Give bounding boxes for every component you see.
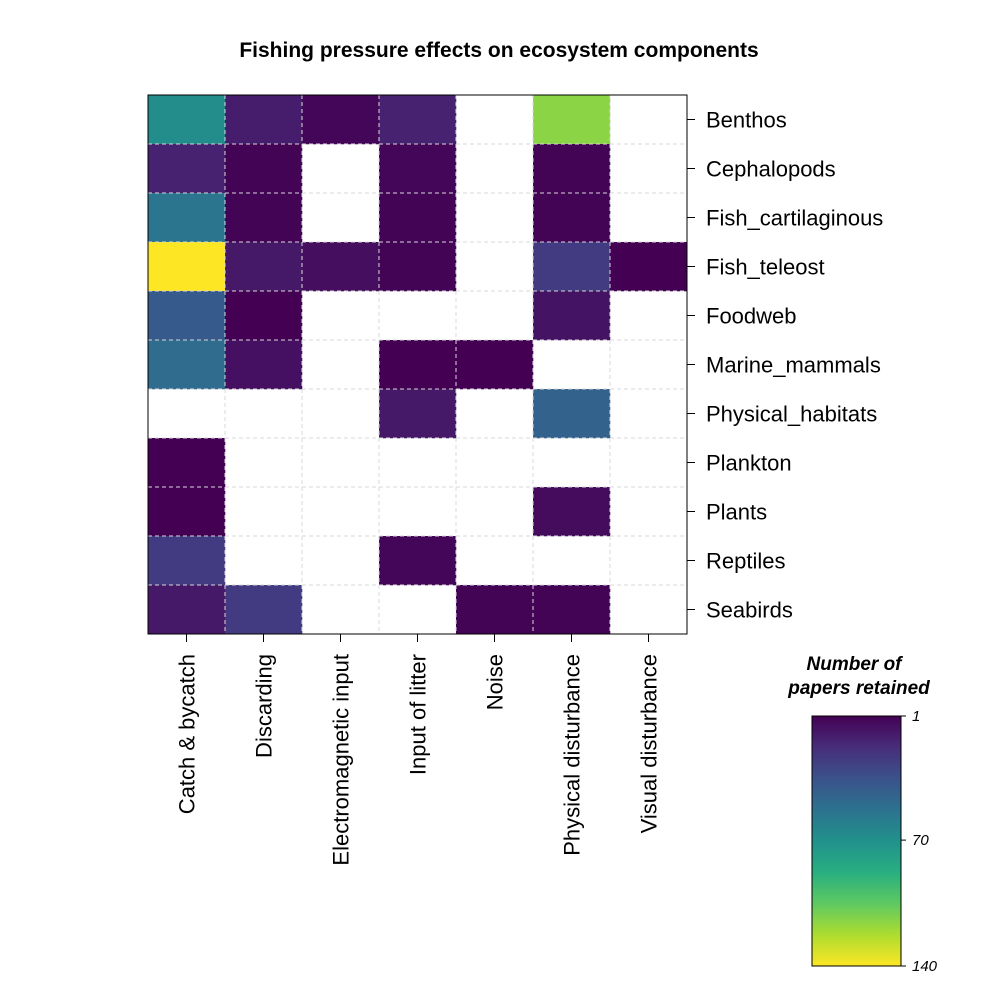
heatmap-cell-3-5 (533, 242, 611, 292)
heatmap-cell-0-1 (225, 95, 303, 145)
x-tick-label: Visual disturbance (637, 654, 662, 833)
x-tick-label: Physical disturbance (560, 654, 585, 856)
y-axis: Benthos Cephalopods Fish_cartilaginous Fish… (687, 108, 883, 623)
y-tick-label: Fish_teleost (706, 255, 825, 280)
legend-tick-label: 140 (912, 958, 938, 975)
y-tick-label: Physical_habitats (706, 402, 877, 427)
y-tick-label: Marine_mammals (706, 353, 881, 378)
y-tick-label: Plankton (706, 451, 792, 476)
heatmap-cell-6-5 (533, 389, 611, 439)
heatmap-cell-3-3 (379, 242, 457, 292)
y-tick-label: Plants (706, 500, 767, 525)
heatmap-cell-8-5 (533, 487, 611, 537)
heatmap-gridlines (148, 95, 687, 634)
heatmap-cell-2-1 (225, 193, 303, 243)
heatmap-cells (148, 95, 688, 635)
x-axis: Catch & bycatch Discarding Electromagnetic… (175, 634, 662, 866)
x-tick-label: Catch & bycatch (175, 654, 200, 814)
heatmap-cell-4-0 (148, 291, 226, 341)
heatmap-cell-6-3 (379, 389, 457, 439)
y-tick-label: Seabirds (706, 598, 793, 623)
legend-tick-label: 1 (912, 708, 920, 725)
heatmap-cell-8-0 (148, 487, 226, 537)
heatmap-cell-10-1 (225, 585, 303, 635)
y-tick-label: Fish_cartilaginous (706, 206, 883, 231)
y-tick-label: Cephalopods (706, 157, 836, 182)
legend-tick-label: 70 (912, 832, 929, 849)
heatmap-cell-1-3 (379, 144, 457, 194)
heatmap-cell-10-0 (148, 585, 226, 635)
heatmap-cell-5-0 (148, 340, 226, 390)
heatmap-cell-10-5 (533, 585, 611, 635)
heatmap-cell-4-5 (533, 291, 611, 341)
y-tick-label: Reptiles (706, 549, 785, 574)
heatmap-cell-4-1 (225, 291, 303, 341)
color-legend: Number of papers retained 1 70 140 (787, 654, 937, 975)
heatmap-cell-9-3 (379, 536, 457, 586)
x-tick-label: Noise (483, 654, 508, 710)
x-tick-label: Discarding (252, 654, 277, 758)
legend-title-line-1: Number of (807, 654, 904, 675)
heatmap-cell-1-5 (533, 144, 611, 194)
heatmap-cell-5-3 (379, 340, 457, 390)
heatmap-cell-1-1 (225, 144, 303, 194)
y-tick-label: Benthos (706, 108, 787, 133)
heatmap-cell-2-5 (533, 193, 611, 243)
heatmap-cell-7-0 (148, 438, 226, 488)
legend-colorbar (811, 715, 902, 967)
heatmap-cell-0-5 (533, 95, 611, 145)
heatmap-cell-3-0 (148, 242, 226, 292)
heatmap-cell-5-1 (225, 340, 303, 390)
heatmap-cell-1-0 (148, 144, 226, 194)
legend-title-line-2: papers retained (787, 678, 930, 699)
heatmap-cell-9-0 (148, 536, 226, 586)
heatmap-cell-0-2 (302, 95, 380, 145)
heatmap-cell-0-3 (379, 95, 457, 145)
heatmap-cell-3-6 (610, 242, 688, 292)
heatmap-cell-0-0 (148, 95, 226, 145)
heatmap-cell-2-0 (148, 193, 226, 243)
heatmap-cell-10-4 (456, 585, 534, 635)
legend-ticks: 1 70 140 (901, 708, 938, 975)
chart-title: Fishing pressure effects on ecosystem co… (239, 39, 758, 62)
x-tick-label: Input of litter (406, 654, 431, 775)
x-tick-label: Electromagnetic input (329, 654, 354, 866)
heatmap-cell-2-3 (379, 193, 457, 243)
heatmap-cell-3-1 (225, 242, 303, 292)
heatmap-cell-3-2 (302, 242, 380, 292)
y-tick-label: Foodweb (706, 304, 797, 329)
heatmap-cell-5-4 (456, 340, 534, 390)
